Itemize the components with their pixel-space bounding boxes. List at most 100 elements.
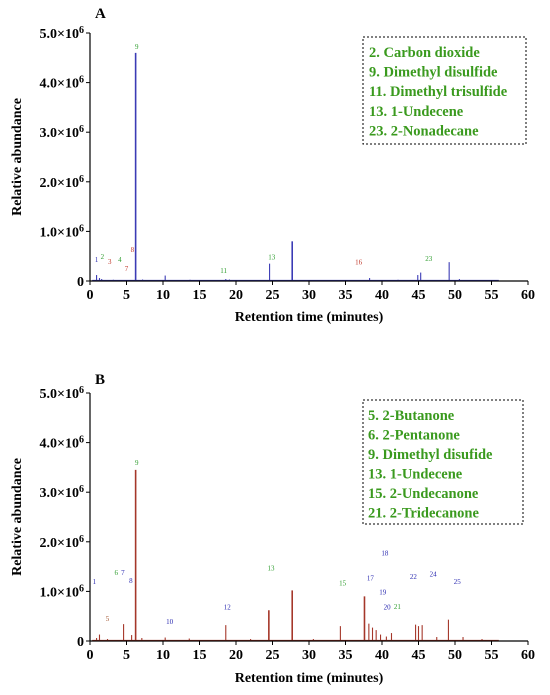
x-tick-label: 20 <box>229 648 243 663</box>
x-tick-label: 55 <box>485 288 499 303</box>
x-tick-label: 15 <box>193 288 207 303</box>
y-tick-label: 3.0×106 <box>40 124 84 142</box>
panel-a-legend: 2. Carbon dioxide 9. Dimethyl disulfide 11… <box>362 36 527 145</box>
y-tick-label: 0 <box>77 635 84 650</box>
y-tick-label: 0 <box>77 275 84 290</box>
y-tick-label: 1.0×106 <box>40 583 84 601</box>
panel-a-legend-box <box>362 36 527 145</box>
peak-label: 10 <box>166 618 174 626</box>
peak-label: 7 <box>121 569 125 577</box>
legend-entry: 23. 2-Nonadecane <box>369 123 479 139</box>
peak-label: 18 <box>381 550 389 558</box>
legend-entry: 9. Dimethyl disufide <box>368 447 493 463</box>
legend-entry: 13. 1-Undecene <box>368 467 463 483</box>
panel-a-label: A <box>95 6 106 22</box>
x-tick-label: 15 <box>193 648 207 663</box>
peak-label: 11 <box>220 267 227 275</box>
panel-b-y-ticks: 0 1.0×106 2.0×106 3.0×106 4.0×106 5.0×106 <box>40 385 90 650</box>
legend-entry: 11. Dimethyl trisulfide <box>369 84 508 100</box>
y-tick-label: 1.0×106 <box>40 223 84 241</box>
x-tick-label: 20 <box>229 288 243 303</box>
legend-entry: 2. Carbon dioxide <box>369 45 480 61</box>
panel-a-x-ticks: 0 5 10 15 20 25 30 35 40 45 50 55 60 <box>87 281 535 303</box>
x-tick-label: 40 <box>375 648 389 663</box>
legend-entry: 6. 2-Pentanone <box>368 428 460 444</box>
panel-a-y-axis-label: Relative abundance <box>10 98 25 216</box>
y-tick-label: 5.0×106 <box>40 25 84 43</box>
panel-a-y-ticks: 0 1.0×106 2.0×106 3.0×106 4.0×106 5.0×106 <box>40 25 90 290</box>
x-tick-label: 45 <box>412 288 426 303</box>
peak-label: 16 <box>355 259 363 267</box>
x-tick-label: 50 <box>448 648 462 663</box>
x-tick-label: 25 <box>266 648 280 663</box>
y-tick-label: 4.0×106 <box>40 434 84 452</box>
panel-b-y-axis-label: Relative abundance <box>10 458 25 576</box>
panel-a-legend-entries: 2. Carbon dioxide 9. Dimethyl disulfide 11… <box>369 45 508 139</box>
x-tick-label: 5 <box>123 288 130 303</box>
x-tick-label: 40 <box>375 288 389 303</box>
x-tick-label: 10 <box>156 288 170 303</box>
x-tick-label: 60 <box>521 288 535 303</box>
panel-b: B 15678910121315161718192021222425 05101… <box>10 372 535 686</box>
peak-label: 2 <box>101 253 105 261</box>
legend-entry: 13. 1-Undecene <box>369 104 464 120</box>
y-tick-label: 2.0×106 <box>40 533 84 551</box>
peak-label: 23 <box>425 255 433 263</box>
x-tick-label: 25 <box>266 288 280 303</box>
peak-label: 4 <box>118 256 122 264</box>
peak-label: 17 <box>367 574 375 582</box>
peak-label: 20 <box>384 603 392 611</box>
x-tick-label: 35 <box>339 648 353 663</box>
peak-label: 8 <box>131 246 135 254</box>
x-tick-label: 60 <box>521 648 535 663</box>
panel-b-legend-entries: 5. 2-Butanone 6. 2-Pentanone 9. Dimethyl d… <box>368 408 493 522</box>
x-tick-label: 0 <box>87 288 94 303</box>
peak-label: 22 <box>410 573 418 581</box>
peak-label: 9 <box>135 43 139 51</box>
peak-label: 1 <box>95 256 99 264</box>
peak-label: 13 <box>268 254 276 262</box>
peak-label: 1 <box>93 578 97 586</box>
y-tick-label: 5.0×106 <box>40 385 84 403</box>
y-tick-label: 4.0×106 <box>40 74 84 92</box>
x-tick-label: 55 <box>485 648 499 663</box>
panel-b-label: B <box>95 372 105 388</box>
y-tick-label: 3.0×106 <box>40 484 84 502</box>
x-tick-label: 10 <box>156 648 170 663</box>
peak-label: 6 <box>115 569 119 577</box>
peak-label: 19 <box>379 588 387 596</box>
x-tick-label: 35 <box>339 288 353 303</box>
peak-label: 5 <box>106 615 110 623</box>
x-tick-label: 5 <box>123 648 130 663</box>
peak-label: 8 <box>129 577 133 585</box>
peak-label: 24 <box>430 571 438 579</box>
panel-b-peak-labels: 15678910121315161718192021222425 <box>93 459 462 626</box>
legend-entry: 5. 2-Butanone <box>368 408 455 424</box>
peak-label: 21 <box>394 603 402 611</box>
peak-label: 7 <box>125 265 129 273</box>
peak-label: 3 <box>108 258 112 266</box>
x-tick-label: 50 <box>448 288 462 303</box>
peak-label: 9 <box>135 459 139 467</box>
panel-b-x-axis-label: Retention time (minutes) <box>235 671 384 686</box>
panel-b-legend: 5. 2-Butanone 6. 2-Pentanone 9. Dimethyl d… <box>362 399 524 525</box>
panel-a-x-axis-label: Retention time (minutes) <box>235 310 384 325</box>
peak-label: 15 <box>339 579 347 587</box>
x-tick-label: 30 <box>302 288 316 303</box>
y-tick-label: 2.0×106 <box>40 173 84 191</box>
legend-entry: 21. 2-Tridecanone <box>368 506 479 522</box>
peak-label: 13 <box>268 565 276 573</box>
peak-label: 25 <box>454 578 462 586</box>
legend-entry: 9. Dimethyl disulfide <box>369 65 498 81</box>
legend-entry: 15. 2-Undecanone <box>368 486 479 502</box>
panel-b-x-ticks: 0 5 10 15 20 25 30 35 40 45 50 55 60 <box>87 641 535 663</box>
x-tick-label: 0 <box>87 648 94 663</box>
x-tick-label: 30 <box>302 648 316 663</box>
peak-label: 12 <box>224 603 232 611</box>
panel-b-legend-box <box>362 399 524 525</box>
panel-b-plot: 15678910121315161718192021222425 0510152… <box>40 385 535 664</box>
